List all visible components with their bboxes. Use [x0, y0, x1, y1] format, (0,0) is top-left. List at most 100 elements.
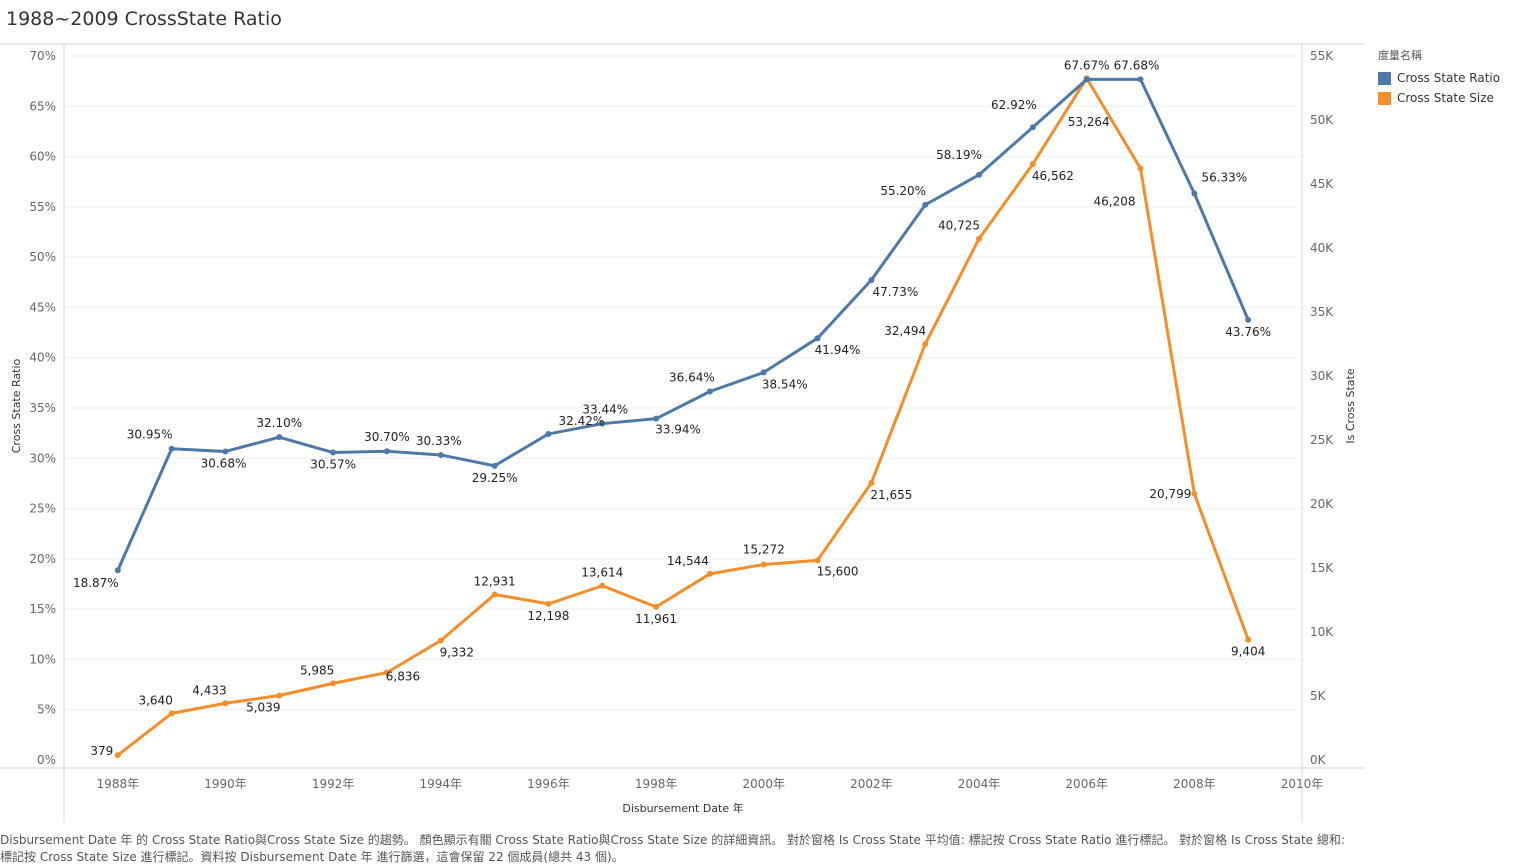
point-size-1994[interactable]: [437, 637, 444, 644]
point-size-1989[interactable]: [168, 710, 175, 717]
point-size-2000[interactable]: [760, 561, 767, 568]
x-tick-label: 2008年: [1173, 777, 1216, 791]
data-label-ratio-1996: 32.42%: [559, 414, 605, 428]
point-ratio-1992[interactable]: [330, 449, 337, 456]
point-ratio-2008[interactable]: [1191, 190, 1198, 197]
data-label-ratio-2008: 56.33%: [1201, 170, 1247, 184]
data-label-size-1993: 6,836: [386, 669, 420, 683]
y-left-tick-label: 25%: [29, 502, 56, 516]
legend-item-cross-state-ratio[interactable]: Cross State Ratio: [1378, 68, 1500, 88]
point-size-1988[interactable]: [114, 752, 121, 759]
y-right-tick-label: 10K: [1310, 625, 1334, 639]
point-size-2002[interactable]: [868, 479, 875, 486]
point-ratio-1999[interactable]: [706, 388, 713, 395]
data-label-size-1995: 12,931: [474, 574, 516, 588]
point-size-1995[interactable]: [491, 591, 498, 598]
x-tick-label: 1998年: [635, 777, 678, 791]
point-ratio-2002[interactable]: [868, 276, 875, 283]
point-ratio-1990[interactable]: [222, 448, 229, 455]
point-ratio-2005[interactable]: [1029, 124, 1036, 131]
y-left-tick-label: 15%: [29, 602, 56, 616]
y-right-tick-label: 15K: [1310, 561, 1334, 575]
data-label-ratio-2004: 58.19%: [936, 148, 982, 162]
data-label-size-2008: 20,799: [1149, 487, 1191, 501]
point-ratio-2009[interactable]: [1245, 316, 1252, 323]
point-ratio-2004[interactable]: [976, 171, 983, 178]
data-label-size-1989: 3,640: [138, 693, 172, 707]
point-ratio-1988[interactable]: [114, 567, 121, 574]
point-ratio-1994[interactable]: [437, 451, 444, 458]
point-size-2001[interactable]: [814, 557, 821, 564]
data-label-ratio-1990: 30.68%: [201, 456, 247, 470]
point-size-2003[interactable]: [922, 341, 929, 348]
point-ratio-1995[interactable]: [491, 462, 498, 469]
caption-line-1: Disbursement Date 年 的 Cross State Ratio與…: [0, 833, 1345, 847]
point-ratio-2006[interactable]: [1083, 76, 1090, 83]
data-label-size-1988: 379: [90, 744, 113, 758]
data-label-size-1992: 5,985: [300, 663, 334, 677]
y-right-tick-label: 45K: [1310, 177, 1334, 191]
data-label-ratio-2005: 62.92%: [991, 98, 1037, 112]
legend-label-ratio: Cross State Ratio: [1397, 71, 1501, 85]
data-label-ratio-1988: 18.87%: [73, 576, 119, 590]
point-size-1999[interactable]: [706, 570, 713, 577]
data-label-size-2000: 15,272: [743, 543, 785, 557]
x-tick-label: 2000年: [742, 777, 785, 791]
data-label-size-1990: 4,433: [192, 683, 226, 697]
data-label-size-1996: 12,198: [527, 609, 569, 623]
data-label-ratio-1992: 30.57%: [310, 458, 356, 472]
x-tick-label: 2002年: [850, 777, 893, 791]
y-left-tick-label: 70%: [29, 49, 56, 63]
x-tick-label: 2010年: [1281, 777, 1324, 791]
y-left-tick-label: 30%: [29, 451, 56, 465]
point-ratio-1991[interactable]: [276, 434, 283, 441]
point-size-2009[interactable]: [1245, 636, 1252, 643]
x-tick-label: 1996年: [527, 777, 570, 791]
y-left-tick-label: 5%: [37, 703, 56, 717]
caption-line-2: 標記按 Cross State Size 進行標記。資料按 Disburseme…: [0, 850, 624, 864]
y-right-tick-label: 20K: [1310, 497, 1334, 511]
point-size-1998[interactable]: [653, 603, 660, 610]
data-label-size-1998: 11,961: [635, 612, 677, 626]
point-size-2004[interactable]: [976, 235, 983, 242]
point-ratio-2007[interactable]: [1137, 76, 1144, 83]
legend-title: 度量名稱: [1378, 49, 1422, 62]
data-label-size-1991: 5,039: [246, 701, 280, 715]
x-tick-label: 1988年: [97, 777, 140, 791]
point-size-1991[interactable]: [276, 692, 283, 699]
point-size-1996[interactable]: [545, 600, 552, 607]
point-size-2008[interactable]: [1191, 490, 1198, 497]
data-label-ratio-1991: 32.10%: [256, 416, 302, 430]
point-ratio-1997[interactable]: [599, 420, 606, 427]
x-axis-title: Disbursement Date 年: [622, 801, 743, 815]
x-tick-label: 2004年: [958, 777, 1001, 791]
point-ratio-1993[interactable]: [383, 448, 390, 455]
point-ratio-1998[interactable]: [653, 415, 660, 422]
y-left-tick-label: 35%: [29, 401, 56, 415]
point-ratio-2001[interactable]: [814, 335, 821, 342]
point-size-2005[interactable]: [1029, 161, 1036, 168]
data-label-size-2005: 46,562: [1032, 169, 1074, 183]
data-label-ratio-2001: 41.94%: [815, 343, 861, 357]
point-ratio-1989[interactable]: [168, 445, 175, 452]
point-size-1993[interactable]: [383, 669, 390, 676]
x-tick-label: 1994年: [420, 777, 463, 791]
point-ratio-2000[interactable]: [760, 369, 767, 376]
y-left-tick-label: 40%: [29, 351, 56, 365]
data-label-ratio-1998: 33.94%: [655, 423, 701, 437]
point-ratio-2003[interactable]: [922, 201, 929, 208]
y-right-tick-label: 40K: [1310, 241, 1334, 255]
y-right-tick-label: 0K: [1310, 753, 1327, 767]
point-size-1990[interactable]: [222, 700, 229, 707]
legend-label-size: Cross State Size: [1397, 91, 1494, 105]
legend-item-cross-state-size[interactable]: Cross State Size: [1378, 88, 1500, 108]
data-label-ratio-1995: 29.25%: [472, 471, 518, 485]
point-ratio-1996[interactable]: [545, 430, 552, 437]
point-size-1992[interactable]: [330, 680, 337, 687]
data-label-ratio-1999: 36.64%: [669, 371, 715, 385]
point-size-1997[interactable]: [599, 582, 606, 589]
y-left-tick-label: 65%: [29, 99, 56, 113]
point-size-2007[interactable]: [1137, 165, 1144, 172]
data-label-ratio-1989: 30.95%: [127, 428, 173, 442]
y-left-tick-label: 50%: [29, 250, 56, 264]
